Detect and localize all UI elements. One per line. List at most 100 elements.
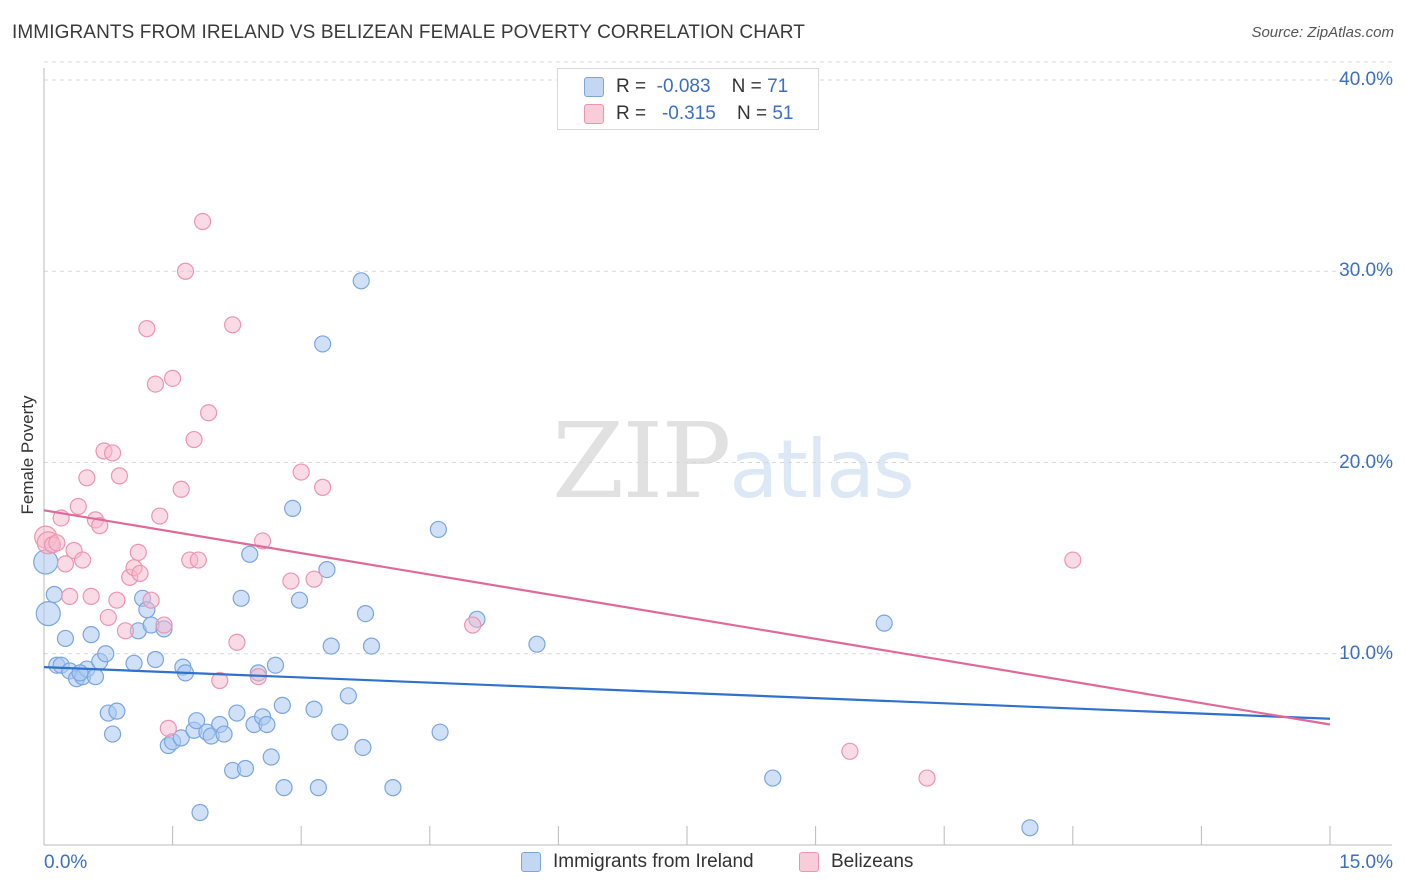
ireland-point-48 [273, 696, 291, 714]
belizeans-point-19 [116, 622, 135, 640]
ireland-point-50 [284, 499, 302, 517]
legend-n-value-belizeans: 51 [772, 103, 794, 124]
y-tick-label: 30.0% [1339, 260, 1393, 282]
ireland-point-47 [266, 656, 285, 674]
ireland-point-53 [309, 779, 327, 797]
ireland-point-49 [275, 779, 293, 797]
ireland-point-41 [241, 545, 259, 563]
legend-r-label: R = [616, 76, 647, 97]
bottom-legend-swatch-belizeans [799, 852, 819, 872]
ireland-point-23 [146, 650, 165, 669]
axes [43, 68, 1392, 846]
belizeans-point-45 [305, 570, 323, 588]
belizeans-point-24 [138, 320, 156, 338]
belizeans-point-32 [176, 262, 195, 280]
source-credit: Source: ZipAtlas.com [1251, 24, 1394, 41]
ireland-point-59 [352, 272, 370, 290]
belizeans-point-35 [189, 551, 207, 569]
ireland-point-45 [258, 715, 276, 734]
belizeans-point-26 [146, 375, 165, 393]
ireland-point-63 [384, 779, 402, 797]
legend-swatch-ireland [584, 77, 604, 97]
ireland-point-40 [236, 759, 255, 778]
belizeans-point-43 [282, 572, 300, 590]
belizeans-point-30 [164, 369, 182, 387]
belizeans-point-37 [200, 404, 218, 422]
belizeans-point-15 [99, 608, 117, 627]
ireland-point-64 [429, 520, 447, 539]
x-tick-label: 0.0% [44, 852, 88, 873]
belizeans-point-11 [82, 587, 100, 605]
legend-r-value-belizeans: -0.315 [661, 103, 716, 124]
y-tick-label: 20.0% [1339, 451, 1393, 473]
legend-r-value-ireland: -0.083 [656, 76, 711, 97]
belizeans-point-50 [1064, 551, 1082, 569]
ireland-point-31 [188, 712, 206, 730]
belizeans-point-38 [211, 671, 229, 690]
chart-title: IMMIGRANTS FROM IRELAND VS BELIZEAN FEMA… [12, 22, 805, 43]
ireland-point-52 [305, 700, 323, 718]
ireland-point-54 [314, 335, 332, 353]
belizeans-point-18 [110, 467, 129, 485]
ireland-point-11 [82, 626, 100, 644]
ireland-point-58 [339, 687, 357, 705]
belizeans-point-47 [464, 616, 482, 634]
belizeans-point-5 [56, 555, 75, 573]
belizeans-point-46 [314, 478, 332, 496]
legend-row-belizeans: R = -0.315 N = 51 [584, 101, 793, 127]
belizeans-point-42 [254, 532, 272, 550]
belizeans-point-39 [224, 316, 242, 334]
ireland-point-70 [1021, 819, 1039, 837]
belizeans-point-22 [129, 543, 147, 561]
ireland-point-57 [331, 723, 349, 741]
belizeans-point-16 [103, 444, 122, 462]
belizeans-point-31 [172, 480, 190, 498]
ireland-point-67 [528, 635, 546, 653]
ireland-point-56 [322, 637, 340, 655]
belizeans-point-28 [155, 616, 173, 634]
ireland-point-68 [764, 769, 782, 787]
belizeans-point-17 [108, 591, 126, 609]
ireland-point-12 [86, 668, 105, 686]
belizeans-point-48 [841, 742, 859, 760]
ireland-point-60 [354, 738, 372, 757]
belizeans-point-13 [91, 517, 109, 535]
series-belizeans-points [34, 212, 1082, 787]
y-tick-label: 40.0% [1339, 69, 1393, 90]
belizeans-trend-line [43, 509, 1331, 726]
ireland-point-65 [431, 723, 449, 741]
legend-n-label: N = [731, 76, 762, 97]
belizeans-point-23 [131, 564, 149, 583]
ireland-point-18 [125, 654, 143, 672]
legend-r-label: R = [616, 103, 647, 124]
ireland-point-39 [232, 589, 250, 607]
legend-n-label: N = [736, 103, 768, 124]
ireland-point-17 [108, 702, 126, 720]
legend-swatch-belizeans [584, 104, 604, 124]
belizeans-point-25 [142, 591, 160, 609]
ireland-point-27 [172, 729, 190, 747]
ireland-point-36 [215, 725, 233, 743]
bottom-legend-belizeans: Belizeans [799, 851, 913, 873]
belizeans-point-3 [48, 534, 66, 552]
ireland-point-55 [318, 560, 336, 579]
ireland-point-46 [262, 748, 280, 766]
ireland-point-61 [356, 604, 375, 623]
belizeans-point-27 [151, 507, 169, 525]
ireland-point-51 [290, 591, 309, 609]
belizeans-point-40 [228, 633, 246, 651]
grid-lines [44, 61, 1392, 655]
ireland-point-5 [56, 629, 75, 648]
trend-lines [43, 509, 1331, 726]
ireland-point-1 [35, 600, 61, 627]
belizeans-point-9 [73, 551, 92, 569]
correlation-legend: R = -0.083 N = 71 R = -0.315 N = 51 [557, 68, 819, 130]
belizeans-point-44 [292, 463, 310, 481]
belizeans-point-49 [918, 769, 936, 787]
bottom-legend-ireland: Immigrants from Ireland [521, 851, 754, 873]
belizeans-point-6 [61, 587, 79, 605]
ireland-point-69 [875, 614, 893, 632]
ireland-point-2 [45, 585, 63, 604]
belizeans-point-36 [194, 212, 212, 231]
